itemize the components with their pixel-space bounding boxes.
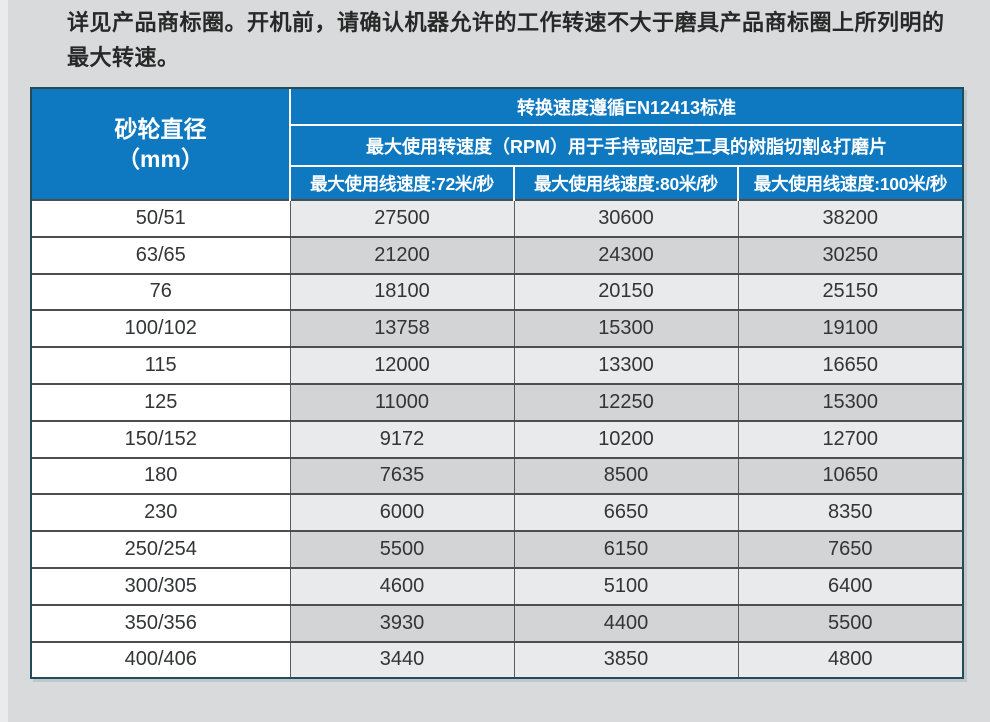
diameter-cell: 180 bbox=[32, 456, 290, 495]
rpm-100-cell: 7650 bbox=[737, 530, 962, 568]
rpm-100-cell: 16650 bbox=[737, 346, 962, 384]
rpm-80-cell: 8500 bbox=[513, 456, 738, 495]
speed-conversion-table: 砂轮直径 （mm） 转换速度遵循EN12413标准 最大使用转速度（RPM）用于… bbox=[30, 87, 964, 680]
header-row-standard: 砂轮直径 （mm） 转换速度遵循EN12413标准 bbox=[32, 89, 962, 200]
standard-header: 转换速度遵循EN12413标准 bbox=[290, 89, 962, 126]
rpm-72-cell: 11000 bbox=[289, 382, 514, 421]
rpm-72-cell: 3440 bbox=[289, 640, 514, 678]
header-row-speeds: 最大使用线速度:72米/秒 最大使用线速度:80米/秒 最大使用线速度:100米… bbox=[32, 166, 962, 200]
rpm-72-cell: 4600 bbox=[289, 566, 514, 605]
rpm-100-cell: 4800 bbox=[737, 640, 962, 678]
table-row: 230 6000 6650 8350 bbox=[32, 493, 962, 532]
table-row: 50/51 27500 30600 38200 bbox=[32, 199, 962, 237]
table-row: 300/305 4600 5100 6400 bbox=[32, 566, 962, 605]
rpm-100-cell: 6400 bbox=[737, 566, 962, 605]
diameter-cell: 50/51 bbox=[32, 199, 290, 237]
rpm-80-cell: 6650 bbox=[513, 493, 738, 532]
rpm-100-cell: 15300 bbox=[737, 382, 962, 421]
rpm-100-cell: 19100 bbox=[737, 309, 962, 348]
speed-col-header-80: 最大使用线速度:80米/秒 bbox=[513, 166, 738, 200]
diameter-cell: 115 bbox=[32, 346, 290, 384]
page-edge-strip bbox=[0, 0, 8, 722]
rpm-80-cell: 4400 bbox=[513, 603, 738, 642]
table-row: 115 12000 13300 16650 bbox=[32, 346, 962, 384]
speed-col-header-100: 最大使用线速度:100米/秒 bbox=[737, 166, 962, 200]
diameter-cell: 63/65 bbox=[32, 235, 290, 274]
rpm-80-cell: 24300 bbox=[513, 235, 738, 274]
diameter-header-line2: （mm） bbox=[117, 146, 204, 172]
diameter-column-header: 砂轮直径 （mm） bbox=[32, 89, 291, 200]
rpm-table: 砂轮直径 （mm） 转换速度遵循EN12413标准 最大使用转速度（RPM）用于… bbox=[32, 89, 962, 678]
table-row: 63/65 21200 24300 30250 bbox=[32, 235, 962, 274]
rpm-100-cell: 8350 bbox=[737, 493, 962, 532]
table-row: 150/152 9172 10200 12700 bbox=[32, 419, 962, 458]
rpm-72-cell: 3930 bbox=[289, 603, 514, 642]
rpm-80-cell: 6150 bbox=[513, 530, 738, 568]
safety-notice-text: 详见产品商标圈。开机前，请确认机器允许的工作转速不大于磨具产品商标圈上所列明的最… bbox=[67, 10, 945, 70]
table-body: 50/51 27500 30600 38200 63/65 21200 2430… bbox=[32, 199, 962, 678]
diameter-cell: 400/406 bbox=[32, 640, 290, 678]
rpm-80-cell: 10200 bbox=[513, 419, 738, 458]
rpm-72-cell: 7635 bbox=[289, 456, 514, 495]
speed-col-header-72: 最大使用线速度:72米/秒 bbox=[290, 166, 514, 200]
rpm-72-cell: 6000 bbox=[289, 493, 514, 532]
rpm-72-cell: 21200 bbox=[289, 235, 514, 274]
diameter-cell: 300/305 bbox=[32, 566, 290, 605]
rpm-100-cell: 30250 bbox=[737, 235, 962, 274]
rpm-80-cell: 20150 bbox=[513, 272, 738, 311]
usage-header: 最大使用转速度（RPM）用于手持或固定工具的树脂切割&打磨片 bbox=[290, 125, 962, 167]
rpm-72-cell: 13758 bbox=[289, 309, 514, 348]
diameter-cell: 150/152 bbox=[32, 419, 290, 458]
rpm-80-cell: 13300 bbox=[513, 346, 738, 384]
table-row: 180 7635 8500 10650 bbox=[32, 456, 962, 495]
diameter-cell: 250/254 bbox=[32, 530, 290, 568]
rpm-80-cell: 5100 bbox=[513, 566, 738, 605]
rpm-100-cell: 38200 bbox=[737, 199, 962, 237]
table-row: 250/254 5500 6150 7650 bbox=[32, 530, 962, 568]
diameter-cell: 100/102 bbox=[32, 309, 290, 348]
rpm-80-cell: 12250 bbox=[513, 382, 738, 421]
table-row: 76 18100 20150 25150 bbox=[32, 272, 962, 311]
header-row-usage: 最大使用转速度（RPM）用于手持或固定工具的树脂切割&打磨片 bbox=[32, 125, 962, 167]
rpm-72-cell: 27500 bbox=[289, 199, 514, 237]
diameter-header-line1: 砂轮直径 bbox=[114, 116, 207, 142]
table-row: 400/406 3440 3850 4800 bbox=[32, 640, 962, 678]
rpm-72-cell: 12000 bbox=[289, 346, 514, 384]
table-row: 125 11000 12250 15300 bbox=[32, 382, 962, 421]
rpm-72-cell: 18100 bbox=[289, 272, 514, 311]
rpm-80-cell: 3850 bbox=[513, 640, 738, 678]
diameter-cell: 76 bbox=[32, 272, 290, 311]
diameter-cell: 350/356 bbox=[32, 603, 290, 642]
table-row: 100/102 13758 15300 19100 bbox=[32, 309, 962, 348]
diameter-cell: 125 bbox=[32, 382, 290, 421]
rpm-100-cell: 12700 bbox=[737, 419, 962, 458]
rpm-80-cell: 30600 bbox=[513, 199, 738, 237]
diameter-cell: 230 bbox=[32, 493, 290, 532]
rpm-80-cell: 15300 bbox=[513, 309, 738, 348]
rpm-100-cell: 5500 bbox=[737, 603, 962, 642]
rpm-72-cell: 9172 bbox=[289, 419, 514, 458]
table-row: 350/356 3930 4400 5500 bbox=[32, 603, 962, 642]
rpm-100-cell: 10650 bbox=[737, 456, 962, 495]
rpm-100-cell: 25150 bbox=[737, 272, 962, 311]
rpm-72-cell: 5500 bbox=[289, 530, 514, 568]
table-header: 砂轮直径 （mm） 转换速度遵循EN12413标准 最大使用转速度（RPM）用于… bbox=[32, 89, 962, 200]
